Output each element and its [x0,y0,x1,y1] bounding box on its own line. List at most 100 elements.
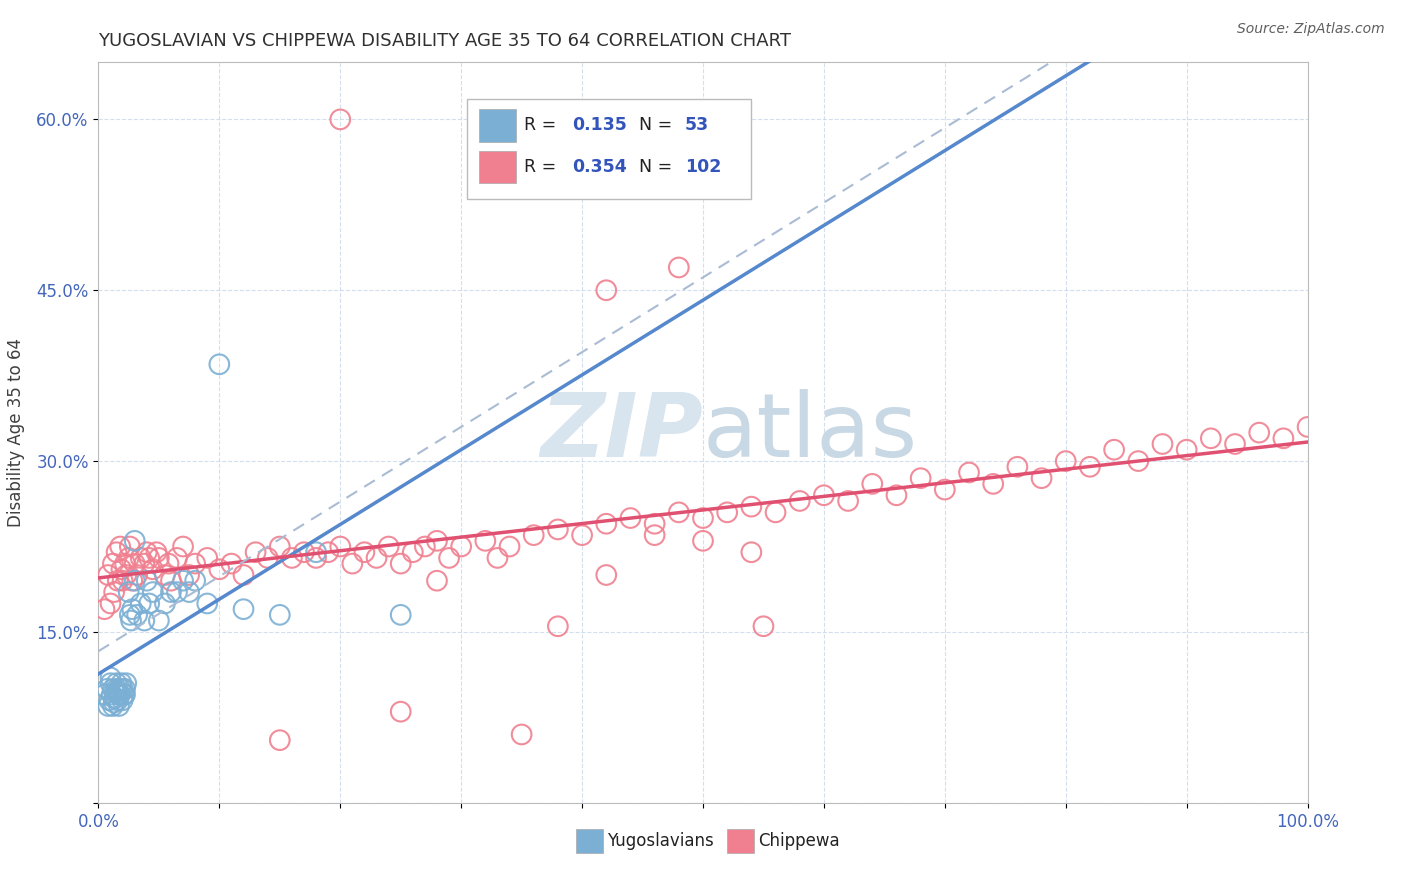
Point [692,533,714,548]
Point [232,568,254,582]
Point [789,494,811,508]
Point [108,681,131,696]
Point [179,585,201,599]
Point [100,688,122,702]
Point [135,574,157,588]
Point [108,540,131,554]
Point [172,540,194,554]
Point [114,557,136,571]
Text: R =: R = [524,158,562,176]
Point [111,574,134,588]
Point [486,550,509,565]
Point [510,727,533,741]
Point [1128,454,1150,468]
Point [160,585,183,599]
Point [153,597,176,611]
Point [353,545,375,559]
Point [208,357,231,371]
Point [426,533,449,548]
Text: Chippewa: Chippewa [759,832,841,850]
Point [269,607,291,622]
Point [571,528,593,542]
Point [256,550,278,565]
Point [389,557,412,571]
Point [305,545,328,559]
Point [134,614,156,628]
Point [195,550,218,565]
Y-axis label: Disability Age 35 to 64: Disability Age 35 to 64 [7,338,25,527]
Point [221,557,243,571]
Point [179,568,201,582]
Point [118,540,141,554]
Point [402,545,425,559]
Point [752,619,775,633]
Point [145,545,167,559]
Text: N =: N = [638,116,678,135]
Point [134,557,156,571]
Point [127,568,149,582]
Point [142,585,165,599]
Point [474,533,496,548]
Point [166,585,188,599]
Point [157,557,180,571]
Point [120,614,142,628]
Point [96,681,118,696]
Point [124,533,146,548]
Point [108,698,131,713]
Point [121,574,143,588]
Text: YUGOSLAVIAN VS CHIPPEWA DISABILITY AGE 35 TO 64 CORRELATION CHART: YUGOSLAVIAN VS CHIPPEWA DISABILITY AGE 3… [98,32,792,50]
Point [886,488,908,502]
Point [389,607,412,622]
Point [111,681,134,696]
Point [166,550,188,565]
Point [1272,431,1295,445]
Point [740,545,762,559]
Point [1249,425,1271,440]
FancyBboxPatch shape [479,151,516,183]
Point [103,696,125,710]
Point [103,691,125,706]
Point [619,511,641,525]
Point [595,283,617,297]
Point [160,574,183,588]
Point [148,614,170,628]
Point [910,471,932,485]
Text: R =: R = [524,116,562,135]
Point [281,550,304,565]
Point [389,705,412,719]
Point [644,516,666,531]
Point [105,681,128,696]
Point [329,540,352,554]
Text: Yugoslavians: Yugoslavians [607,832,714,850]
FancyBboxPatch shape [467,99,751,200]
Point [184,574,207,588]
Point [644,528,666,542]
Point [366,550,388,565]
Point [129,550,152,565]
Text: N =: N = [638,158,678,176]
Point [547,619,569,633]
Point [93,688,115,702]
Point [93,602,115,616]
Point [127,607,149,622]
Point [124,557,146,571]
Point [129,597,152,611]
Point [184,557,207,571]
Point [138,550,160,565]
Point [114,688,136,702]
Point [112,688,135,702]
Point [110,562,132,576]
Point [135,545,157,559]
Point [195,597,218,611]
Point [232,602,254,616]
Point [450,540,472,554]
Point [934,483,956,497]
Point [118,607,141,622]
Point [668,260,690,275]
FancyBboxPatch shape [479,109,516,142]
Point [595,568,617,582]
Point [740,500,762,514]
Point [148,550,170,565]
Point [329,112,352,127]
Point [292,545,315,559]
